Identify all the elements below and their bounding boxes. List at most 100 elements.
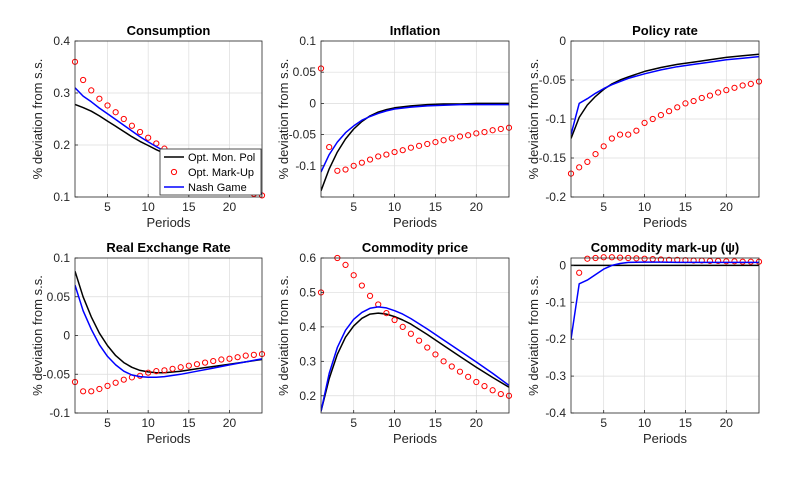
data-point — [88, 388, 95, 395]
y-tick-label: -0.4 — [545, 406, 566, 420]
y-tick-label: 0 — [559, 34, 566, 48]
panel-commodity-price: 5 10 15 20 0.2 0.3 0.4 0.5 0.6 Commodity price Per… — [276, 240, 513, 446]
x-axis-label: Periods — [643, 431, 688, 446]
data-point — [383, 310, 390, 317]
data-point — [600, 254, 607, 261]
y-tick-label: -0.1 — [545, 295, 566, 309]
y-tick-label: 0.3 — [53, 86, 70, 100]
chart-title: Real Exchange Rate — [106, 240, 230, 255]
data-point — [407, 330, 415, 337]
y-tick-label: 0 — [559, 258, 566, 272]
data-point — [731, 258, 738, 265]
legend: Opt. Mon. Pol Opt. Mark-Up Nash Game — [159, 148, 262, 196]
data-point — [342, 261, 349, 268]
y-axis-label: % deviation from s.s. — [526, 275, 541, 396]
data-point — [366, 156, 374, 163]
data-point — [80, 388, 87, 395]
y-tick-label: 0.4 — [299, 320, 316, 334]
chart-title: Policy rate — [632, 23, 698, 38]
x-axis-label: Periods — [393, 215, 438, 230]
data-point — [201, 359, 209, 366]
data-point — [723, 258, 730, 265]
data-point — [250, 351, 257, 358]
x-tick-label: 15 — [679, 200, 693, 214]
data-point — [177, 364, 184, 371]
data-point — [489, 127, 496, 134]
data-point — [432, 351, 439, 358]
data-point — [210, 357, 217, 365]
data-point — [399, 147, 406, 154]
data-point — [584, 158, 591, 165]
data-point — [456, 133, 464, 140]
data-point — [358, 159, 365, 166]
panel-consumption: 5 10 15 20 0.1 0.2 0.3 0.4 Consumption Periods % d… — [30, 23, 266, 230]
data-point — [169, 365, 176, 372]
data-point — [448, 363, 455, 370]
panel-policy-rate: 5 10 15 20 -0.2 -0.15 -0.1 -0.05 0 Policy rate Per… — [526, 23, 763, 230]
data-point — [497, 390, 504, 398]
data-point — [136, 128, 144, 136]
series-line — [321, 103, 509, 173]
data-point — [342, 166, 349, 173]
x-tick-label: 15 — [182, 416, 196, 430]
x-tick-label: 5 — [350, 416, 357, 430]
x-tick-label: 20 — [720, 200, 734, 214]
y-tick-label: 0.1 — [299, 34, 316, 48]
y-tick-label: -0.2 — [545, 332, 566, 346]
data-point — [608, 135, 615, 142]
panel-inflation: 5 10 15 20 -0.1 -0.05 0 0.05 0.1 Inflation Periods… — [276, 23, 513, 230]
data-point — [747, 80, 754, 88]
y-tick-label: -0.05 — [539, 73, 567, 87]
data-point — [350, 272, 357, 279]
data-point — [616, 131, 624, 138]
data-point — [698, 94, 705, 102]
legend-label: Opt. Mon. Pol — [188, 152, 255, 164]
y-tick-label: 0 — [309, 96, 316, 110]
series-line — [321, 312, 509, 412]
y-axis-label: % deviation from s.s. — [276, 59, 291, 180]
data-point — [481, 129, 488, 136]
data-point — [104, 102, 111, 109]
data-point — [326, 143, 333, 151]
y-tick-label: -0.05 — [43, 367, 71, 381]
y-tick-label: 0 — [63, 329, 70, 343]
x-tick-label: 5 — [104, 200, 111, 214]
y-tick-label: 0.3 — [299, 354, 316, 368]
axes-box — [74, 40, 263, 198]
x-tick-label: 5 — [600, 416, 607, 430]
data-point — [112, 379, 119, 386]
data-point — [96, 95, 103, 102]
panel-real-exchange-rate: 5 10 15 20 -0.1 -0.05 0 0.05 0.1 Real Exchange Ra… — [30, 240, 266, 446]
data-point — [731, 84, 738, 91]
y-tick-label: -0.1 — [545, 112, 566, 126]
y-tick-label: 0.2 — [53, 138, 70, 152]
data-point — [424, 344, 431, 351]
data-point — [145, 134, 152, 141]
data-point — [481, 383, 488, 390]
series-line — [75, 270, 262, 374]
data-point — [633, 127, 640, 134]
y-tick-label: -0.1 — [295, 159, 316, 173]
x-axis-label: Periods — [146, 215, 191, 230]
data-point — [242, 352, 249, 359]
data-point — [432, 138, 439, 146]
y-tick-label: 0.4 — [53, 34, 70, 48]
x-tick-label: 10 — [141, 416, 155, 430]
x-tick-label: 20 — [470, 416, 484, 430]
legend-label: Opt. Mark-Up — [188, 167, 254, 179]
x-tick-label: 15 — [679, 416, 693, 430]
x-tick-label: 20 — [223, 416, 237, 430]
data-point — [161, 367, 168, 374]
data-point — [456, 368, 464, 375]
plot-area — [321, 41, 509, 197]
plot-area — [571, 258, 759, 413]
y-tick-label: 0.05 — [47, 290, 71, 304]
data-point — [112, 109, 119, 116]
data-point — [465, 373, 472, 380]
series-line — [571, 261, 759, 340]
data-point — [193, 361, 201, 368]
x-tick-label: 15 — [429, 416, 443, 430]
y-tick-label: -0.05 — [289, 128, 317, 142]
data-point — [185, 362, 192, 369]
data-point — [641, 255, 648, 262]
